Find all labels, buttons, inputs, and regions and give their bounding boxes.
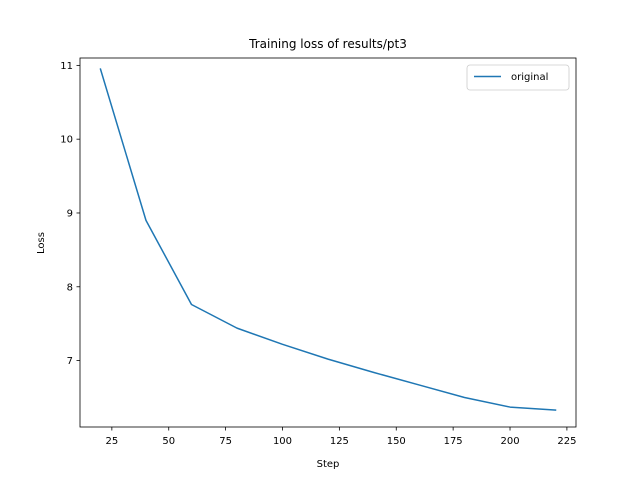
x-tick-label: 125 — [330, 436, 349, 447]
y-tick-label: 8 — [67, 282, 73, 293]
x-tick-label: 100 — [273, 436, 292, 447]
y-tick-label: 7 — [67, 356, 73, 367]
plot-area: 25 50 75 100 125 150 175 200 225 7 8 9 10 11 — [60, 57, 577, 447]
legend-label-original: original — [511, 72, 548, 83]
legend-box — [466, 64, 570, 91]
y-tick-label: 10 — [60, 135, 73, 146]
chart-title: Training loss of results/pt3 — [248, 37, 407, 51]
series-line-original — [99, 68, 557, 411]
x-tick-label: 225 — [557, 436, 576, 447]
x-tick-label: 75 — [219, 436, 232, 447]
x-tick-label: 50 — [162, 436, 175, 447]
x-tick-label: 25 — [105, 436, 118, 447]
y-tick-label: 9 — [67, 208, 73, 219]
axes-frame — [79, 57, 577, 428]
x-axis: 25 50 75 100 125 150 175 200 225 — [105, 427, 576, 447]
x-tick-label: 150 — [387, 436, 406, 447]
y-tick-label: 11 — [60, 61, 73, 72]
y-axis-label: Loss — [36, 232, 47, 254]
y-axis: 7 8 9 10 11 — [60, 61, 80, 367]
x-tick-label: 175 — [444, 436, 463, 447]
legend: original — [466, 64, 570, 91]
x-axis-label: Step — [317, 459, 340, 470]
series-lines — [99, 68, 557, 411]
x-tick-label: 200 — [500, 436, 519, 447]
